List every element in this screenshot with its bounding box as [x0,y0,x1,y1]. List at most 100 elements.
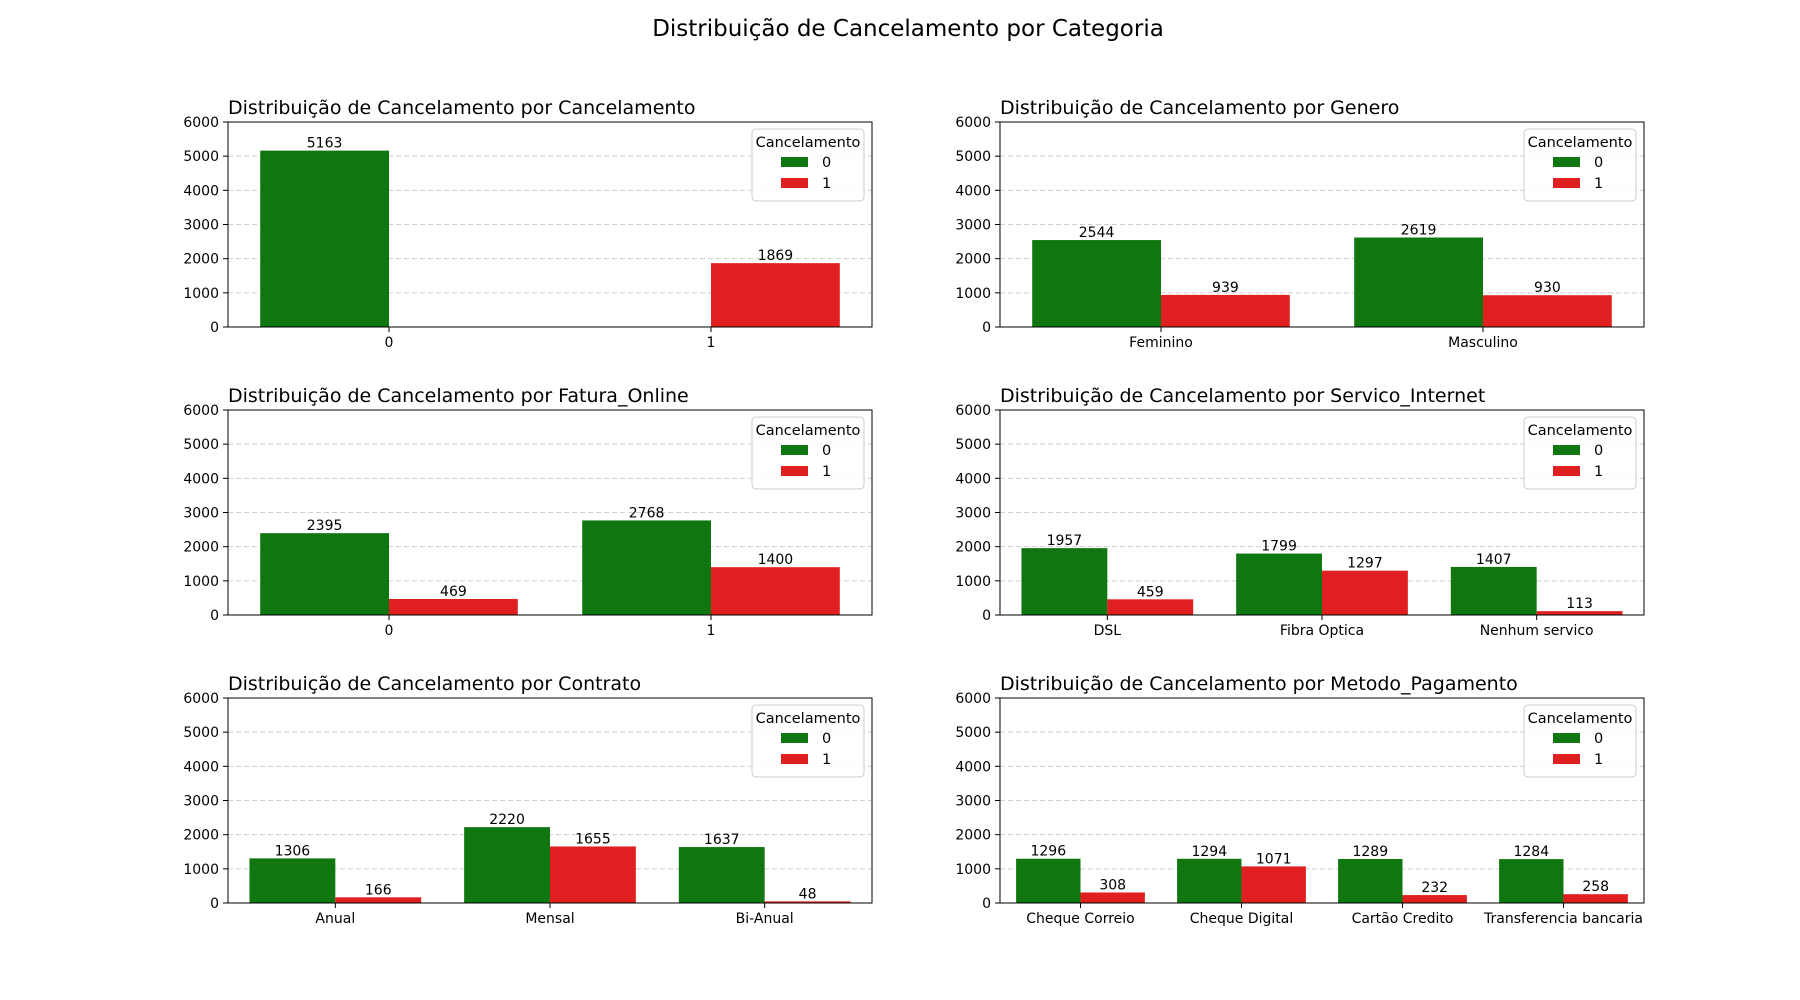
y-tick-label: 2000 [183,252,219,268]
y-tick-label: 6000 [183,691,219,707]
x-tick-label: Mensal [525,911,574,927]
bar [582,520,711,615]
legend-label: 0 [822,155,831,171]
bar-value-label: 113 [1566,596,1593,612]
y-tick-label: 3000 [183,506,219,522]
bar-value-label: 2220 [489,812,525,828]
bar [1563,894,1628,903]
axes-frame [227,121,873,328]
legend: Cancelamento 0 1 [1523,128,1637,202]
y-tick-label: 0 [210,320,219,336]
legend-label: 1 [1594,176,1603,192]
subplot-title: Distribuição de Cancelamento por Servico… [1000,385,1485,407]
bar [764,901,851,903]
x-tick-label: 1 [707,623,716,639]
bar [1107,599,1194,615]
legend: Cancelamento 0 1 [751,704,865,778]
subplot-title: Distribuição de Cancelamento por Contrat… [228,673,641,695]
legend-label: 1 [822,176,831,192]
axes-frame [227,409,873,616]
y-tick-label: 6000 [183,115,219,131]
y-tick-label: 3000 [955,506,991,522]
y-tick-label: 0 [982,608,991,624]
legend-swatch [1553,157,1580,167]
bar-value-label: 1071 [1256,851,1292,867]
x-tick-label: Cartão Credito [1352,911,1454,927]
y-tick-label: 2000 [955,540,991,556]
bar-value-label: 1957 [1047,533,1083,549]
y-tick-label: 5000 [183,437,219,453]
x-tick-label: Masculino [1448,335,1518,351]
x-tick-label: 1 [707,335,716,351]
y-tick-label: 5000 [955,149,991,165]
bar-value-label: 1655 [575,831,611,847]
y-tick-label: 3000 [183,218,219,234]
y-tick-label: 2000 [955,828,991,844]
legend-title: Cancelamento [756,135,861,151]
legend-label: 0 [822,443,831,459]
bar [1450,566,1537,615]
y-tick-label: 1000 [183,574,219,590]
bar-value-label: 1294 [1191,844,1227,860]
subplot-5: Distribuição de Cancelamento por Contrat… [183,673,873,927]
legend-label: 0 [1594,443,1603,459]
bar [1338,858,1403,903]
subplot-3: Distribuição de Cancelamento por Fatura_… [183,385,873,639]
bar-value-label: 1400 [758,552,794,568]
subplots: Distribuição de Cancelamento por Cancela… [183,97,1645,927]
y-tick-label: 0 [210,608,219,624]
legend-swatch [1553,445,1580,455]
y-tick-label: 5000 [955,437,991,453]
x-tick-label: Bi-Anual [736,911,794,927]
legend: Cancelamento 0 1 [751,416,865,490]
x-tick-label: 0 [385,335,394,351]
legend-swatch [781,157,808,167]
legend-swatch [781,178,808,188]
legend-swatch [1553,733,1580,743]
y-tick-label: 0 [982,896,991,912]
y-tick-label: 1000 [183,862,219,878]
legend-swatch [781,733,808,743]
bar [464,827,550,903]
bar-value-label: 2768 [629,505,665,521]
subplot-2: Distribuição de Cancelamento por Genero 0… [955,97,1645,351]
subplot-title: Distribuição de Cancelamento por Cancela… [228,97,696,119]
y-tick-label: 6000 [955,115,991,131]
bar-value-label: 5163 [307,136,343,152]
legend-swatch [781,466,808,476]
y-tick-label: 2000 [955,252,991,268]
x-tick-label: Fibra Optica [1280,623,1364,639]
bar-value-label: 232 [1421,880,1448,896]
bar [335,897,422,903]
y-tick-label: 4000 [955,759,991,775]
x-tick-label: DSL [1094,623,1122,639]
bar [678,847,765,903]
y-tick-label: 1000 [955,862,991,878]
y-tick-label: 4000 [183,471,219,487]
subplot-title: Distribuição de Cancelamento por Metodo_… [1000,673,1518,695]
y-tick-label: 4000 [183,759,219,775]
axes-frame [999,409,1645,616]
bar-value-label: 1407 [1476,552,1512,568]
bar [1499,859,1564,903]
y-tick-label: 3000 [183,794,219,810]
bar [1021,548,1108,615]
y-tick-label: 6000 [955,403,991,419]
y-tick-label: 1000 [955,286,991,302]
x-tick-label: Feminino [1129,335,1193,351]
legend-title: Cancelamento [1528,423,1633,439]
y-tick-label: 3000 [955,218,991,234]
bar-value-label: 1799 [1261,539,1297,555]
axes-frame [227,697,873,904]
bar-value-label: 1637 [704,832,740,848]
axes-frame [999,121,1645,328]
subplot-4: Distribuição de Cancelamento por Servico… [955,385,1645,639]
bar [1483,295,1612,327]
bar-value-label: 2619 [1401,223,1437,239]
subplot-title: Distribuição de Cancelamento por Genero [1000,97,1399,119]
x-tick-label: Nenhum servico [1480,623,1594,639]
bar [1402,895,1467,903]
legend: Cancelamento 0 1 [1523,704,1637,778]
legend-label: 0 [1594,731,1603,747]
bar-value-label: 1297 [1347,556,1383,572]
